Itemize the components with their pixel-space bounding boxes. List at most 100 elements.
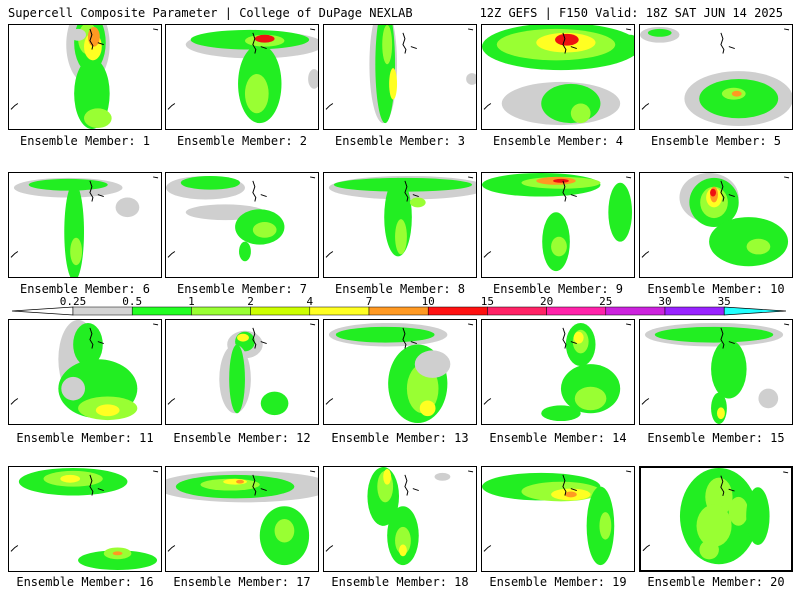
colorbar-tick-label: 35	[718, 296, 731, 308]
scp-contour-lime	[395, 219, 407, 255]
colorbar-over-arrow	[723, 306, 787, 316]
member-map-19[interactable]	[481, 466, 635, 572]
coastline	[570, 46, 577, 50]
member-map-13[interactable]	[323, 319, 477, 425]
coastline	[483, 103, 492, 110]
coastline	[642, 544, 651, 552]
member-label: Ensemble Member: 9	[492, 282, 624, 296]
member-map-11[interactable]	[8, 319, 162, 425]
member-map-8[interactable]	[323, 172, 477, 278]
scp-contour-orange	[731, 90, 742, 97]
scp-contour-yellow	[383, 468, 392, 485]
scp-contour-orange	[112, 551, 123, 556]
scp-contour-green	[620, 34, 634, 55]
member-label: Ensemble Member: 2	[176, 134, 308, 148]
colorbar-tick-label: 30	[658, 296, 671, 308]
coastline	[720, 327, 725, 349]
coastline	[784, 176, 790, 179]
scp-contour-yellow	[573, 331, 584, 344]
colorbar-legend: 0.25 0.5 1 2 4 7 10 15 20 25 30 35	[11, 296, 787, 316]
scp-contour-lime	[599, 512, 612, 540]
member-map-18[interactable]	[323, 466, 477, 572]
colorbar-tick-label: 2	[247, 296, 254, 308]
scp-contour-gray	[70, 28, 86, 41]
member-map-4[interactable]	[481, 24, 635, 130]
coastline	[784, 323, 790, 326]
coastline	[626, 176, 632, 179]
coastline	[153, 470, 159, 473]
member-map-15[interactable]	[639, 319, 793, 425]
coastline	[89, 28, 94, 50]
coastline	[153, 28, 159, 31]
coastline	[626, 323, 632, 326]
member-map-17[interactable]	[165, 466, 319, 572]
member-map-5[interactable]	[639, 24, 793, 130]
scp-field-5	[640, 26, 792, 127]
scp-field-13	[325, 322, 474, 424]
member-map-20[interactable]	[639, 466, 793, 572]
scp-contour-lime	[699, 540, 719, 560]
scp-contour-green	[541, 405, 581, 422]
coastline	[410, 341, 417, 345]
member-map-12[interactable]	[165, 319, 319, 425]
coastline	[641, 398, 650, 405]
member-label: Ensemble Member: 4	[492, 134, 624, 148]
coastline	[483, 545, 492, 552]
scp-contour-gray	[758, 388, 779, 409]
member-map-1[interactable]	[8, 24, 162, 130]
scp-field-6	[10, 176, 159, 277]
scp-contour-yellow	[60, 474, 81, 483]
colorbar-tick-label: 0.5	[122, 296, 142, 308]
coastline	[562, 327, 567, 349]
member-map-9[interactable]	[481, 172, 635, 278]
member-label: Ensemble Member: 20	[647, 575, 785, 589]
coastline	[483, 251, 492, 258]
scp-contour-green	[608, 182, 633, 242]
member-map-14[interactable]	[481, 319, 635, 425]
member-map-7[interactable]	[165, 172, 319, 278]
coastline	[720, 475, 725, 497]
scp-contour-green	[180, 175, 241, 190]
coastline	[252, 474, 257, 496]
member-label: Ensemble Member: 6	[19, 282, 151, 296]
member-map-3[interactable]	[323, 24, 477, 130]
member-map-16[interactable]	[8, 466, 162, 572]
scp-contour-orange	[87, 26, 100, 47]
scp-contour-gray	[466, 73, 476, 85]
scp-contour-lime	[728, 496, 749, 526]
coastline	[468, 28, 474, 31]
coastline	[402, 32, 407, 54]
coastline	[252, 327, 257, 349]
colorbar-tick-label: 1	[188, 296, 195, 308]
coastline	[252, 32, 257, 54]
coastline	[260, 46, 267, 50]
scp-contour-green	[541, 83, 601, 124]
scp-contour-red	[553, 178, 569, 183]
member-map-10[interactable]	[639, 172, 793, 278]
colorbar-segment	[664, 306, 725, 316]
scp-contour-lime	[746, 238, 771, 255]
coastline	[310, 176, 316, 179]
coastline	[260, 341, 267, 345]
member-label: Ensemble Member: 17	[173, 575, 311, 589]
scp-contour-lime	[551, 236, 567, 257]
colorbar-segment	[309, 306, 370, 316]
member-label: Ensemble Member: 11	[16, 431, 154, 445]
scp-field-3	[325, 25, 476, 124]
coastline	[167, 398, 176, 405]
member-map-6[interactable]	[8, 172, 162, 278]
scp-field-14	[483, 322, 632, 422]
member-label: Ensemble Member: 15	[647, 431, 785, 445]
scp-contour-gray	[434, 472, 451, 481]
coastline	[325, 545, 334, 552]
scp-field-2	[167, 28, 318, 124]
coastline	[89, 327, 94, 349]
colorbar-segment	[131, 306, 192, 316]
scp-contour-yellow	[389, 68, 398, 100]
scp-contour-gray	[414, 350, 451, 378]
coastline	[97, 194, 104, 198]
member-map-2[interactable]	[165, 24, 319, 130]
coastline	[626, 28, 632, 31]
scp-contour-lime	[696, 504, 732, 547]
scp-contour-green	[746, 487, 770, 545]
